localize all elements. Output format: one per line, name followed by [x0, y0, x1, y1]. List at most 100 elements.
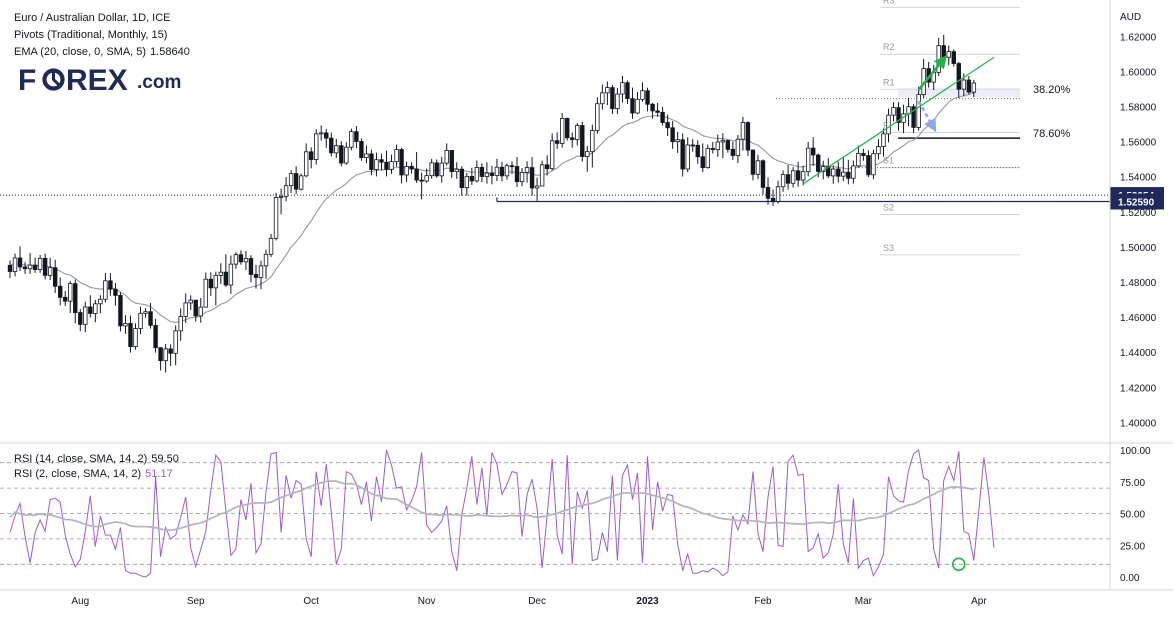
candle-body: [785, 174, 791, 184]
candle: [529, 157, 535, 196]
candle: [665, 114, 670, 137]
candle-body: [841, 171, 846, 177]
candle: [565, 117, 570, 141]
candle-body: [524, 167, 530, 173]
candle: [580, 121, 585, 162]
price-tick-label: 1.44000: [1120, 348, 1157, 359]
candle-body: [580, 125, 585, 157]
time-tick-label: Sep: [187, 596, 205, 607]
candle-body: [148, 311, 153, 326]
candle-body: [364, 153, 369, 159]
candle: [449, 150, 454, 178]
time-tick-label: 2023: [636, 596, 659, 607]
candle-body: [434, 162, 439, 177]
candle-body: [514, 166, 520, 183]
candle-body: [836, 168, 841, 177]
candle: [68, 280, 73, 313]
candle: [549, 133, 555, 171]
candle: [650, 102, 655, 119]
candle: [193, 299, 198, 322]
candle-body: [560, 118, 565, 144]
candle-body: [223, 271, 229, 286]
candle-body: [183, 302, 188, 317]
candle-body: [585, 151, 590, 157]
candle-body: [851, 165, 856, 179]
candle: [32, 257, 38, 273]
candle: [47, 257, 53, 280]
candle: [369, 149, 374, 176]
candle-body: [218, 271, 224, 276]
candle: [560, 113, 565, 148]
candle-body: [444, 150, 449, 164]
candle-body: [399, 149, 404, 176]
candle-body: [293, 173, 299, 190]
candle: [745, 121, 751, 156]
rsi14-sma-series-line: [9, 480, 974, 532]
candle-body: [635, 98, 640, 114]
candle: [83, 301, 88, 333]
candle-body: [805, 147, 811, 173]
candle-body: [93, 303, 98, 314]
time-axis: Aug Sep Oct Nov Dec 2023 Feb Mar Apr: [71, 596, 987, 607]
candle-body: [640, 90, 645, 100]
candle-body: [454, 168, 459, 173]
candle-body: [32, 264, 38, 270]
rsi-legend-0: RSI (14, close, SMA, 14, 2) 59.50: [14, 453, 179, 465]
candle-body: [419, 179, 424, 182]
candle-body: [951, 51, 956, 64]
arrow-down-icon: [917, 100, 937, 133]
candle: [911, 104, 916, 134]
candle-body: [831, 168, 836, 177]
candle: [836, 161, 841, 183]
candle-body: [248, 258, 254, 275]
candle-body: [273, 197, 279, 239]
candle-body: [856, 152, 861, 167]
candle-body: [354, 131, 359, 142]
candle: [7, 260, 13, 279]
forex-logo: F REX .com: [18, 64, 181, 97]
candle: [680, 133, 685, 177]
candle-body: [474, 167, 480, 182]
candle-body: [735, 138, 741, 156]
candle: [153, 318, 158, 353]
price-axis: 1.62000 1.60000 1.58000 1.56000 1.54000 1.520…: [1110, 32, 1164, 429]
candle: [484, 162, 490, 184]
candle: [409, 162, 414, 174]
candle-body: [27, 264, 33, 270]
candle-body: [374, 159, 379, 170]
candle-body: [22, 266, 28, 270]
candle: [268, 233, 274, 257]
candle: [590, 124, 595, 168]
candle: [298, 173, 304, 191]
pivot-label-r1: R1: [883, 77, 895, 87]
candle: [524, 161, 530, 183]
candle: [464, 172, 470, 196]
candle-body: [389, 161, 394, 170]
candle: [851, 160, 856, 184]
candle: [133, 323, 138, 350]
candle: [605, 81, 610, 106]
logo-letter-f: F: [18, 64, 36, 97]
candle: [208, 272, 213, 296]
price-tick-label: 1.46000: [1120, 313, 1157, 324]
candle-body: [228, 263, 234, 286]
candle: [63, 290, 68, 306]
candle: [188, 295, 193, 310]
candle: [434, 159, 439, 178]
candle: [765, 177, 771, 205]
trend-annotations: [802, 55, 995, 185]
candle-body: [575, 125, 580, 140]
candle-body: [590, 129, 595, 153]
candle: [770, 189, 776, 206]
price-badge-label: 1.52590: [1118, 197, 1155, 208]
candle: [479, 163, 485, 183]
candle: [760, 159, 766, 195]
rsi-highlight-circle-icon: [951, 557, 966, 572]
arrow-up-icon: [917, 55, 948, 91]
candle-body: [303, 151, 309, 177]
candle: [93, 299, 98, 323]
price-tick-label: 1.42000: [1120, 383, 1157, 394]
candle: [570, 132, 575, 148]
rsi-tick-label: 75.00: [1120, 478, 1145, 489]
candle-body: [359, 141, 364, 159]
